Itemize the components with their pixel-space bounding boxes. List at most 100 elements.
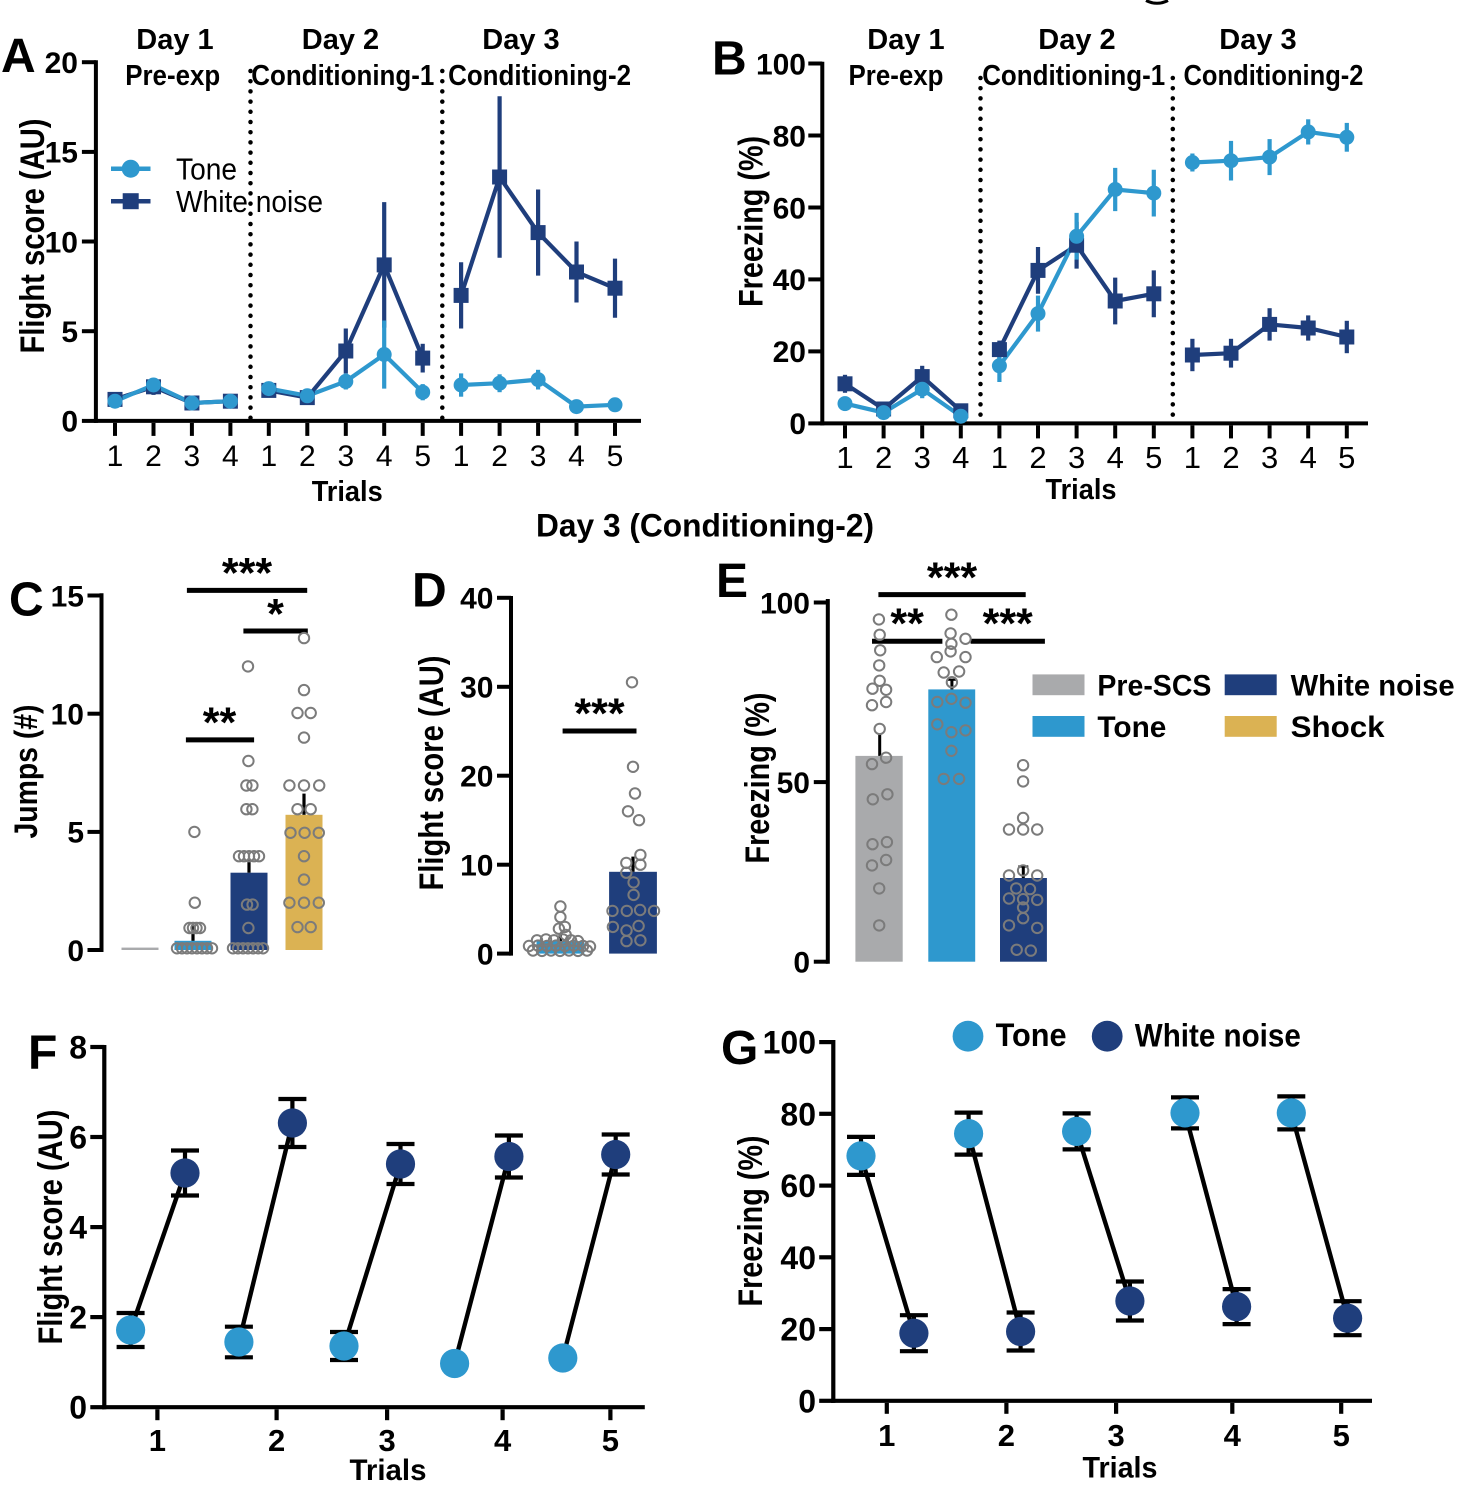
svg-text:20: 20 (460, 761, 493, 794)
svg-text:60: 60 (780, 1168, 816, 1204)
svg-text:10: 10 (51, 699, 84, 732)
svg-text:***: *** (222, 550, 272, 598)
svg-text:4: 4 (1300, 440, 1317, 475)
svg-text:3: 3 (337, 440, 354, 473)
svg-text:0: 0 (69, 1390, 87, 1426)
svg-text:Day 2: Day 2 (1038, 24, 1115, 56)
svg-text:1: 1 (260, 440, 277, 473)
svg-text:4: 4 (1224, 1418, 1242, 1453)
svg-text:Conditioning-2: Conditioning-2 (1184, 60, 1364, 92)
svg-text:3: 3 (1261, 440, 1278, 475)
svg-text:Trials: Trials (312, 476, 383, 508)
svg-text:Tone: Tone (996, 1017, 1067, 1053)
svg-text:2: 2 (1222, 440, 1239, 475)
svg-text:***: *** (983, 600, 1033, 648)
svg-text:3: 3 (184, 440, 201, 473)
svg-text:Day 1: Day 1 (867, 24, 944, 56)
svg-text:0: 0 (798, 1383, 816, 1419)
svg-text:Flight score (AU): Flight score (AU) (413, 656, 451, 891)
svg-text:Jumps (#): Jumps (#) (8, 705, 44, 839)
svg-text:Day 1: Day 1 (136, 24, 213, 56)
svg-text:Tone: Tone (176, 152, 237, 187)
svg-text:100: 100 (756, 48, 806, 81)
svg-text:Day 2: Day 2 (302, 24, 379, 56)
svg-text:5: 5 (1338, 440, 1355, 475)
svg-text:80: 80 (780, 1096, 816, 1132)
svg-text:10: 10 (460, 850, 493, 883)
svg-text:1: 1 (991, 440, 1008, 475)
svg-text:2: 2 (1029, 440, 1046, 475)
svg-text:4: 4 (494, 1423, 512, 1458)
svg-text:4: 4 (376, 440, 393, 473)
svg-text:Conditioning-1: Conditioning-1 (251, 60, 434, 92)
svg-text:Day 3 (Conditioning-2): Day 3 (Conditioning-2) (536, 508, 874, 544)
svg-text:Flight score (AU): Flight score (AU) (32, 1110, 70, 1345)
svg-text:Shock: Shock (1291, 711, 1385, 744)
svg-text:G: G (721, 1022, 758, 1075)
svg-text:0: 0 (793, 947, 810, 980)
svg-text:1: 1 (1184, 440, 1201, 475)
svg-text:5: 5 (61, 316, 78, 349)
svg-text:Pre-SCS: Pre-SCS (1097, 670, 1211, 703)
svg-text:0: 0 (61, 406, 78, 439)
svg-text:Freezing (%): Freezing (%) (739, 693, 777, 864)
svg-text:F: F (28, 1027, 57, 1080)
svg-text:5: 5 (602, 1423, 619, 1458)
svg-text:White noise: White noise (1135, 1018, 1301, 1054)
svg-text:40: 40 (780, 1240, 816, 1276)
svg-text:2: 2 (299, 440, 316, 473)
svg-text:10: 10 (45, 226, 78, 259)
svg-text:A: A (1, 30, 36, 83)
svg-text:Freezing (%): Freezing (%) (732, 1136, 770, 1307)
svg-text:1: 1 (107, 440, 124, 473)
svg-text:Conditioning-2: Conditioning-2 (448, 60, 631, 92)
svg-text:Conditioning-1: Conditioning-1 (982, 60, 1165, 92)
svg-text:100: 100 (763, 1025, 816, 1061)
svg-text:Freezing (%): Freezing (%) (733, 136, 771, 307)
svg-text:5: 5 (67, 817, 84, 850)
svg-text:3: 3 (914, 440, 931, 475)
svg-text:0: 0 (477, 938, 494, 971)
svg-text:White noise: White noise (176, 184, 323, 219)
svg-text:6: 6 (69, 1120, 87, 1156)
svg-text:5: 5 (1333, 1418, 1350, 1453)
svg-text:4: 4 (1107, 440, 1124, 475)
svg-text:1: 1 (878, 1418, 895, 1453)
svg-text:Flight score (AU): Flight score (AU) (14, 119, 52, 354)
svg-text:4: 4 (222, 440, 239, 473)
svg-text:**: ** (890, 600, 924, 648)
svg-text:3: 3 (378, 1423, 395, 1458)
svg-text:20: 20 (45, 47, 78, 80)
svg-text:15: 15 (45, 137, 78, 170)
svg-text:20: 20 (773, 336, 806, 369)
svg-text:1: 1 (836, 440, 853, 475)
svg-text:3: 3 (1107, 1418, 1124, 1453)
svg-text:***: *** (927, 554, 977, 602)
svg-text:2: 2 (491, 440, 508, 473)
svg-text:Tone: Tone (1097, 711, 1166, 744)
svg-text:40: 40 (460, 583, 493, 616)
svg-text:100: 100 (760, 587, 810, 620)
svg-text:2: 2 (875, 440, 892, 475)
svg-text:3: 3 (1068, 440, 1085, 475)
svg-text:***: *** (574, 690, 624, 738)
svg-text:**: ** (203, 699, 237, 747)
svg-text:30: 30 (460, 672, 493, 705)
svg-text:C: C (9, 573, 44, 626)
svg-text:B: B (712, 32, 747, 85)
svg-text:0: 0 (789, 408, 806, 441)
svg-text:2: 2 (998, 1418, 1015, 1453)
svg-text:40: 40 (773, 264, 806, 297)
svg-text:5: 5 (1145, 440, 1162, 475)
svg-text:5: 5 (607, 440, 624, 473)
svg-text:Day 3: Day 3 (482, 24, 559, 56)
svg-text:1: 1 (453, 440, 470, 473)
svg-text:20: 20 (780, 1312, 816, 1348)
svg-text:60: 60 (773, 192, 806, 225)
svg-text:80: 80 (773, 120, 806, 153)
svg-text:2: 2 (268, 1423, 285, 1458)
svg-text:4: 4 (568, 440, 585, 473)
svg-text:0: 0 (67, 935, 84, 968)
svg-text:D: D (412, 565, 447, 618)
svg-text:5: 5 (414, 440, 431, 473)
